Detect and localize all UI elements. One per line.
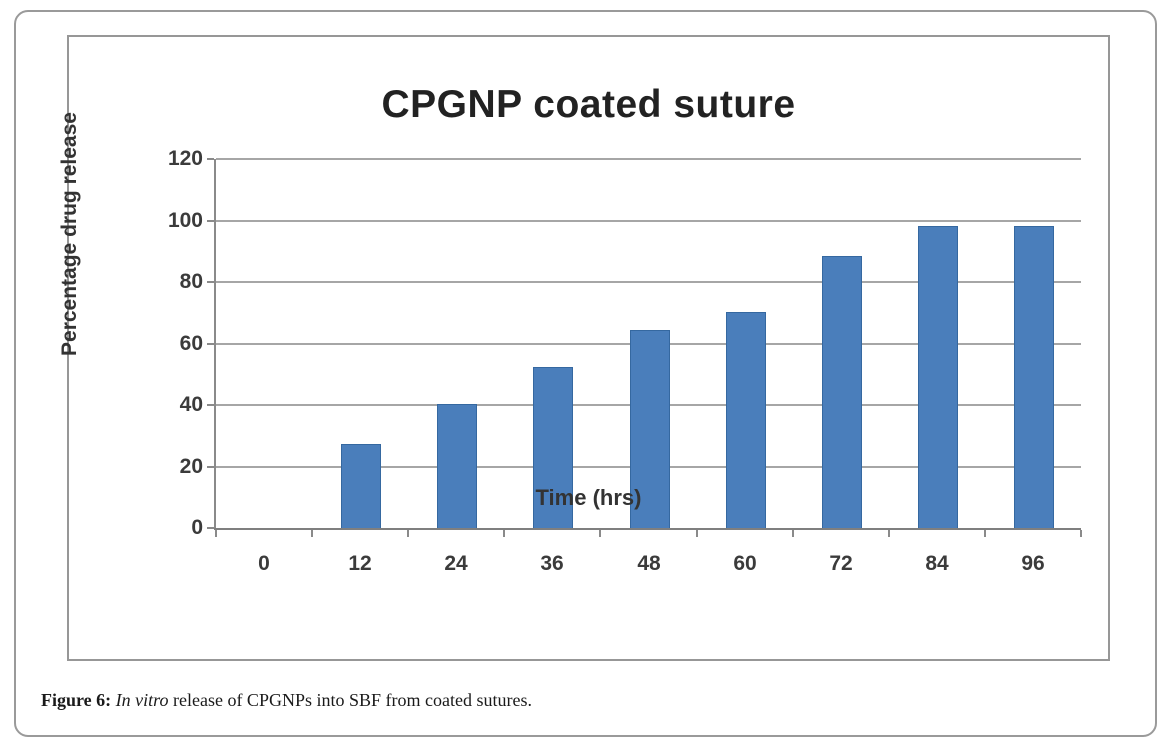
x-tick-label: 60 <box>733 552 757 575</box>
x-axis-tick-mark <box>215 530 217 537</box>
plot-area: 0 20 40 60 80 100 120 0 12 24 36 48 60 72 84 96 <box>168 148 1082 575</box>
x-tick-label: 0 <box>258 552 270 575</box>
x-axis-tick-mark <box>503 530 506 537</box>
x-axis-tick-mark <box>983 530 986 537</box>
y-tick-label: 20 <box>179 454 203 478</box>
bar <box>726 312 766 528</box>
y-tick-label: 80 <box>179 270 203 293</box>
y-axis-tick-mark <box>207 342 214 345</box>
bar <box>918 226 958 528</box>
x-axis-title: Time (hrs) <box>535 485 642 510</box>
y-tick-label: 0 <box>191 516 203 539</box>
y-tick-label: 40 <box>179 393 203 416</box>
y-tick-label: 120 <box>167 147 203 170</box>
x-axis-tick-mark <box>1080 530 1082 537</box>
gridline <box>216 281 1081 283</box>
y-axis-tick-mark <box>207 158 214 160</box>
bar <box>437 404 477 528</box>
x-axis-line <box>214 528 1081 530</box>
caption-text: release of CPGNPs into SBF from coated s… <box>168 690 532 710</box>
x-tick-label: 96 <box>1021 552 1045 575</box>
x-axis-tick-mark <box>791 530 794 537</box>
x-axis-tick-mark <box>887 530 890 537</box>
y-axis-title: Percentage drug release <box>58 112 81 356</box>
y-axis-tick-mark <box>207 404 214 406</box>
bar <box>1014 226 1054 528</box>
gridline <box>216 158 1081 160</box>
x-tick-label: 12 <box>348 552 372 575</box>
bar <box>341 444 381 528</box>
y-axis-tick-mark <box>207 281 214 283</box>
bar <box>822 256 862 528</box>
bar <box>533 367 573 528</box>
caption-label: Figure 6: <box>41 690 112 710</box>
x-axis-tick-mark <box>311 530 314 537</box>
x-tick-label: 24 <box>444 552 468 575</box>
y-axis-tick-mark <box>207 219 214 222</box>
y-tick-label: 60 <box>179 331 203 355</box>
x-tick-label: 36 <box>540 552 564 575</box>
y-tick-label: 100 <box>167 208 203 232</box>
bar <box>630 330 670 528</box>
figure-caption: Figure 6: In vitro release of CPGNPs int… <box>41 690 532 711</box>
gridline <box>216 219 1081 222</box>
y-axis-tick-mark <box>207 465 214 468</box>
chart-title: CPGNP coated suture <box>381 83 796 126</box>
x-tick-label: 48 <box>637 552 661 575</box>
x-axis-tick-mark <box>695 530 698 537</box>
y-axis-line <box>214 159 216 530</box>
chart-figure: CPGNP coated suture 0 20 40 60 80 100 120 0 12 24… <box>58 35 1110 661</box>
x-tick-label: 84 <box>925 552 949 575</box>
caption-italic-text: In vitro <box>111 690 169 710</box>
y-axis-tick-mark <box>207 527 214 529</box>
x-tick-label: 72 <box>829 552 853 575</box>
x-axis-tick-mark <box>599 530 602 537</box>
x-axis-tick-mark <box>407 530 410 537</box>
figure-outer-border: CPGNP coated suture 0 20 40 60 80 100 120 0 12 24… <box>14 10 1157 737</box>
